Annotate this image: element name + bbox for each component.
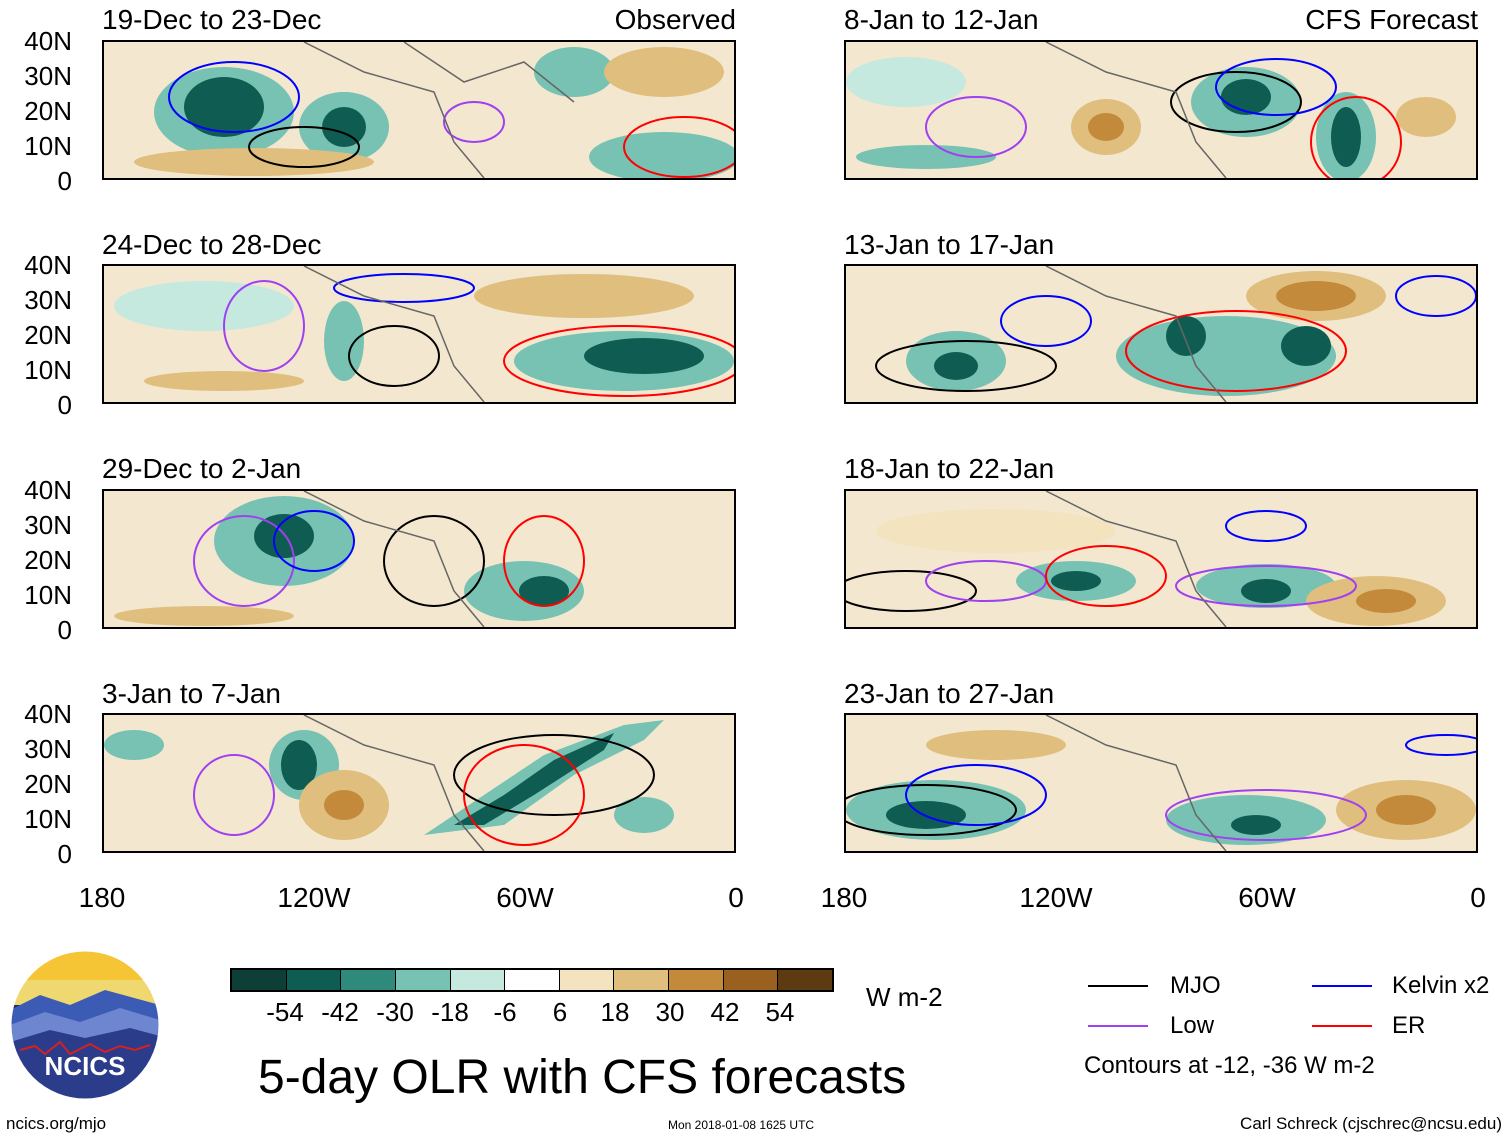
footer-url: ncics.org/mjo [6,1114,107,1133]
footer-credit: Carl Schreck (cjschrec@ncsu.edu) [1240,1114,1502,1133]
panel-title: 3-Jan to 7-Jan [102,678,281,709]
colorbar-swatch [395,970,451,990]
colorbar-swatch [723,970,779,990]
colorbar-swatch [778,970,833,990]
olr-map [102,264,736,404]
colorbar-swatch [286,970,342,990]
lon-tick: 0 [1470,882,1486,913]
lat-tick: 0 [57,390,72,420]
colorbar-label: -30 [376,997,414,1027]
colorbar-swatch [505,970,560,990]
panel-title: 13-Jan to 17-Jan [844,229,1055,260]
colorbar-label: 54 [765,997,795,1027]
lat-tick: 20N [24,96,72,126]
lat-tick: 0 [57,166,72,196]
legend-er-line [1312,1025,1372,1027]
logo-text: NCICS [45,1051,126,1081]
colorbar-label: 18 [600,997,630,1027]
ncics-logo: NCICS [10,950,160,1100]
colorbar-swatch [450,970,506,990]
lat-tick: 0 [57,839,72,869]
lon-tick: 0 [728,882,744,913]
lat-tick: 10N [24,355,72,385]
lat-tick: 10N [24,580,72,610]
lat-tick: 20N [24,769,72,799]
colorbar-swatch [232,970,287,990]
colorbar-swatch [559,970,615,990]
lat-tick: 30N [24,285,72,315]
colorbar-label: 6 [552,997,568,1027]
colorbar-swatch [614,970,670,990]
legend-kelvin-line [1312,985,1372,987]
legend-mjo-line [1088,985,1148,987]
lat-tick: 20N [24,545,72,575]
forecast-label: CFS Forecast [1305,4,1478,35]
legend-low-line [1088,1025,1148,1027]
colorbar-swatch [669,970,724,990]
lon-tick: 120W [1019,882,1093,913]
lat-tick: 40N [24,250,72,280]
colorbar-label: -6 [493,997,517,1027]
legend-kelvin-label: Kelvin x2 [1392,972,1490,999]
lat-tick: 40N [24,26,72,56]
olr-map [844,40,1478,180]
lat-tick: 10N [24,131,72,161]
panel-title: 23-Jan to 27-Jan [844,678,1055,709]
lon-tick: 180 [78,882,126,913]
observed-label: Observed [614,4,736,35]
lat-tick: 10N [24,804,72,834]
olr-map [844,489,1478,629]
lon-tick: 180 [820,882,868,913]
footer-timestamp: Mon 2018-01-08 1625 UTC [668,1118,815,1132]
lat-tick: 20N [24,320,72,350]
contour-note: Contours at -12, -36 W m-2 [1084,1052,1375,1079]
lat-tick: 0 [57,615,72,645]
lat-tick: 30N [24,61,72,91]
colorbar-units: W m-2 [866,982,943,1012]
olr-map [102,713,736,853]
colorbar-label: -54 [266,997,304,1027]
legend-low-label: Low [1170,1012,1215,1039]
colorbar [230,968,834,992]
panel-title: 29-Dec to 2-Jan [102,453,302,484]
colorbar-label: -18 [431,997,469,1027]
lon-tick: 120W [277,882,351,913]
colorbar-label: -42 [321,997,359,1027]
panel-title: 19-Dec to 23-Dec [102,4,322,35]
colorbar-label: 42 [710,997,740,1027]
legend-er-label: ER [1392,1012,1426,1039]
panel-title: 18-Jan to 22-Jan [844,453,1055,484]
olr-map [102,489,736,629]
lon-tick: 60W [1238,882,1296,913]
lat-tick: 30N [24,510,72,540]
colorbar-label: 30 [655,997,685,1027]
panel-title: 8-Jan to 12-Jan [844,4,1039,35]
main-title: 5-day OLR with CFS forecasts [258,1051,907,1104]
lat-tick: 40N [24,699,72,729]
panel-title: 24-Dec to 28-Dec [102,229,322,260]
colorbar-swatch [341,970,396,990]
olr-map [844,264,1478,404]
lon-tick: 60W [496,882,554,913]
legend-mjo-label: MJO [1170,972,1221,999]
lat-tick: 40N [24,475,72,505]
olr-map [844,713,1478,853]
olr-map [102,40,736,180]
lat-tick: 30N [24,734,72,764]
